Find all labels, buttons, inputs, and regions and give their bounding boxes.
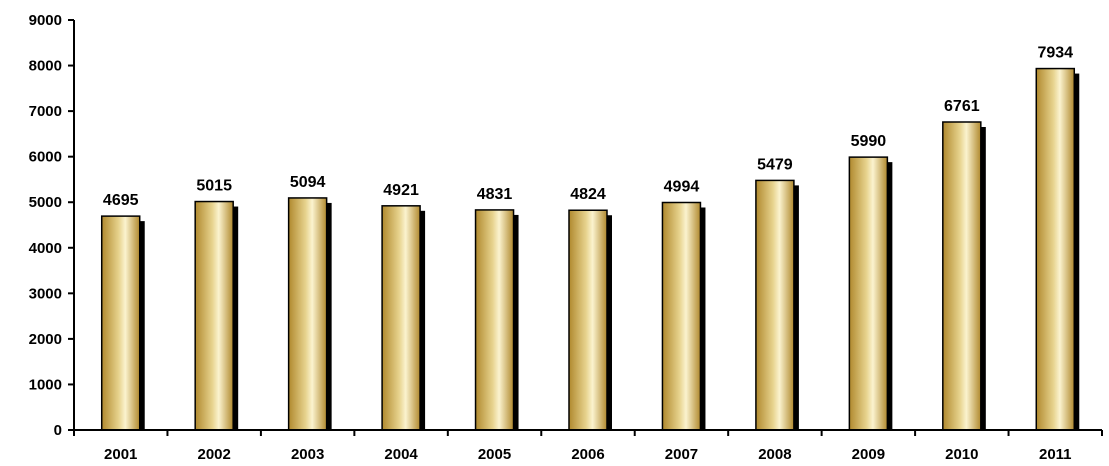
data-label-2010: 6761	[944, 98, 980, 115]
y-tick-label-7000: 7000	[29, 103, 62, 120]
y-tick-label-0: 0	[54, 422, 62, 439]
y-tick-label-1000: 1000	[29, 376, 62, 393]
x-tick-label-2002: 2002	[197, 446, 230, 463]
x-tick-label-2001: 2001	[104, 446, 137, 463]
y-tick-label-4000: 4000	[29, 240, 62, 257]
bars	[100, 67, 1076, 431]
data-label-2005: 4831	[477, 186, 513, 203]
axes	[73, 20, 1102, 431]
y-tick-label-5000: 5000	[29, 194, 62, 211]
data-label-2002: 5015	[196, 178, 232, 195]
bar-2003	[287, 197, 328, 431]
bar-2002	[194, 200, 234, 431]
bar-2005	[474, 209, 515, 431]
data-label-2008: 5479	[757, 156, 793, 173]
y-tick-label-3000: 3000	[29, 285, 62, 302]
data-label-2003: 5094	[290, 174, 326, 191]
data-label-2006: 4824	[570, 186, 606, 203]
y-tick-label-8000: 8000	[29, 58, 62, 75]
x-tick-label-2009: 2009	[852, 446, 885, 463]
data-label-2011: 7934	[1037, 45, 1073, 62]
bar-2009	[848, 156, 889, 431]
bar-2004	[381, 205, 421, 431]
x-tick-label-2008: 2008	[758, 446, 791, 463]
data-labels: 4695 5015 5094 4921 4831 4824 4994 5479 5990 6761…	[103, 45, 1073, 210]
data-label-2007: 4994	[664, 178, 700, 195]
bar-2008	[755, 179, 795, 431]
x-tick-label-2007: 2007	[665, 446, 698, 463]
data-label-2001: 4695	[103, 192, 139, 209]
bar-2001	[100, 215, 141, 431]
x-tick-label-2005: 2005	[478, 446, 511, 463]
x-axis-ticks: 2001 2002 2003 2004 2005 2006 2007 2008 2009 2010…	[73, 430, 1103, 463]
x-tick-label-2004: 2004	[384, 446, 418, 463]
y-tick-label-2000: 2000	[29, 331, 62, 348]
x-tick-label-2006: 2006	[571, 446, 604, 463]
x-tick-label-2003: 2003	[291, 446, 324, 463]
x-tick-label-2010: 2010	[945, 446, 978, 463]
y-tick-label-6000: 6000	[29, 149, 62, 166]
data-label-2004: 4921	[383, 182, 419, 199]
y-tick-label-9000: 9000	[29, 12, 62, 29]
y-axis-ticks: 0 1000 2000 3000 4000 5000 6000 7000 8000 9000	[29, 12, 74, 439]
x-tick-label-2011: 2011	[1039, 446, 1072, 463]
bar-2011	[1035, 67, 1076, 431]
data-label-2009: 5990	[851, 133, 887, 150]
bar-2007	[661, 201, 702, 431]
bar-2006	[568, 209, 608, 431]
bar-2010	[942, 121, 982, 431]
